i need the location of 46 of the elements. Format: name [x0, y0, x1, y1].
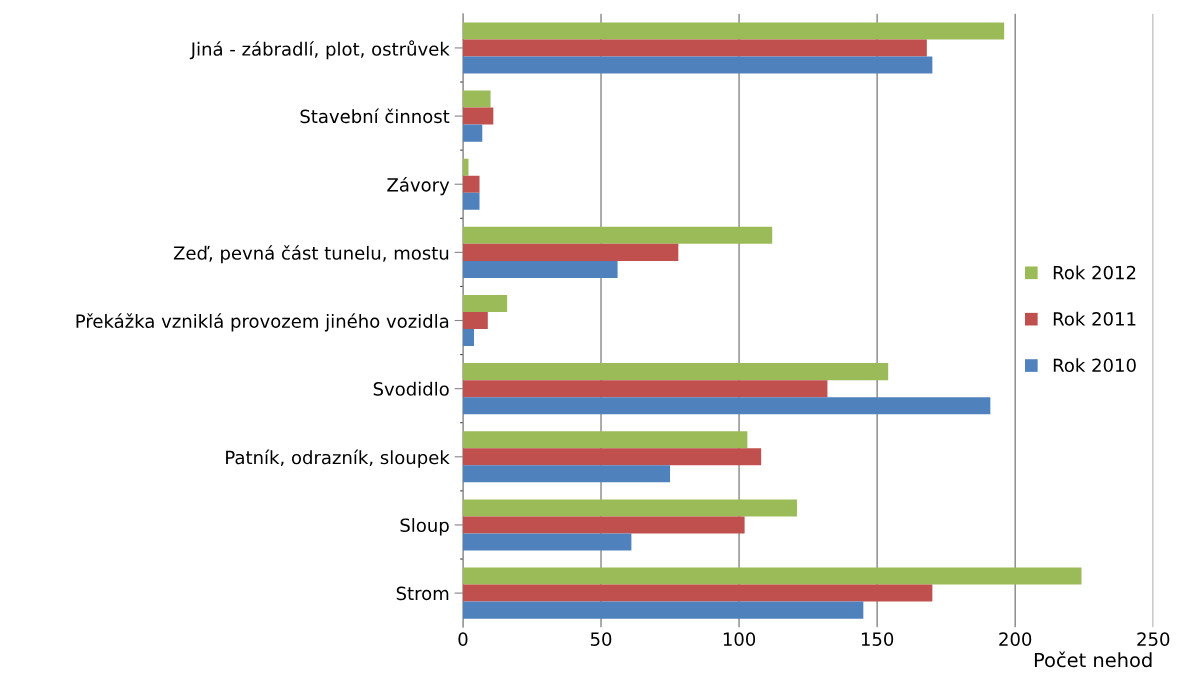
bar [462, 243, 679, 261]
y-tick-label: Strom [396, 586, 449, 601]
bar [462, 124, 483, 142]
bar [462, 499, 798, 517]
bar [462, 380, 828, 398]
bar [462, 192, 480, 210]
bar [462, 601, 864, 619]
bar [462, 516, 745, 534]
x-tick-label: 50 [590, 632, 612, 646]
bar [462, 363, 889, 381]
bar [462, 22, 1005, 40]
legend-label: Rok 2011 [1053, 311, 1136, 326]
legend-label: Rok 2010 [1053, 358, 1136, 373]
bar [462, 260, 618, 278]
bar [462, 158, 469, 176]
bar [462, 584, 933, 602]
bar [462, 397, 991, 415]
x-axis-title: Počet nehod [1034, 651, 1152, 668]
bar [462, 294, 508, 312]
bar [462, 567, 1082, 585]
x-tick-label: 200 [999, 632, 1032, 646]
x-tick-label: 100 [723, 632, 756, 646]
bar [462, 448, 762, 466]
bar [462, 311, 488, 330]
bar [462, 175, 480, 193]
legend-label: Rok 2012 [1053, 265, 1136, 280]
x-tick-label: 250 [1137, 632, 1170, 646]
y-tick-label: Svodidlo [373, 381, 449, 396]
x-tick-label: 0 [458, 632, 468, 646]
y-tick-label: Zeď, pevná část tunelu, mostu [173, 245, 449, 264]
bar [462, 107, 494, 125]
y-tick-label: Jiná - zábradlí, plot, ostrůvek [189, 40, 450, 60]
y-tick-label: Překážka vzniklá provozem jiného vozidla [76, 313, 449, 332]
bar [462, 90, 491, 108]
bar [462, 465, 671, 483]
bar [462, 39, 927, 57]
bar [462, 226, 773, 244]
y-tick-label: Patník, odrazník, sloupek [226, 449, 450, 468]
y-tick-label: Závory [387, 177, 450, 196]
y-tick-label: Sloup [400, 518, 449, 536]
bar [462, 329, 474, 347]
bar [462, 431, 748, 449]
bar [462, 533, 632, 551]
y-tick-label: Stavební činnost [300, 108, 450, 124]
x-tick-label: 150 [861, 632, 894, 646]
bar [462, 56, 933, 74]
